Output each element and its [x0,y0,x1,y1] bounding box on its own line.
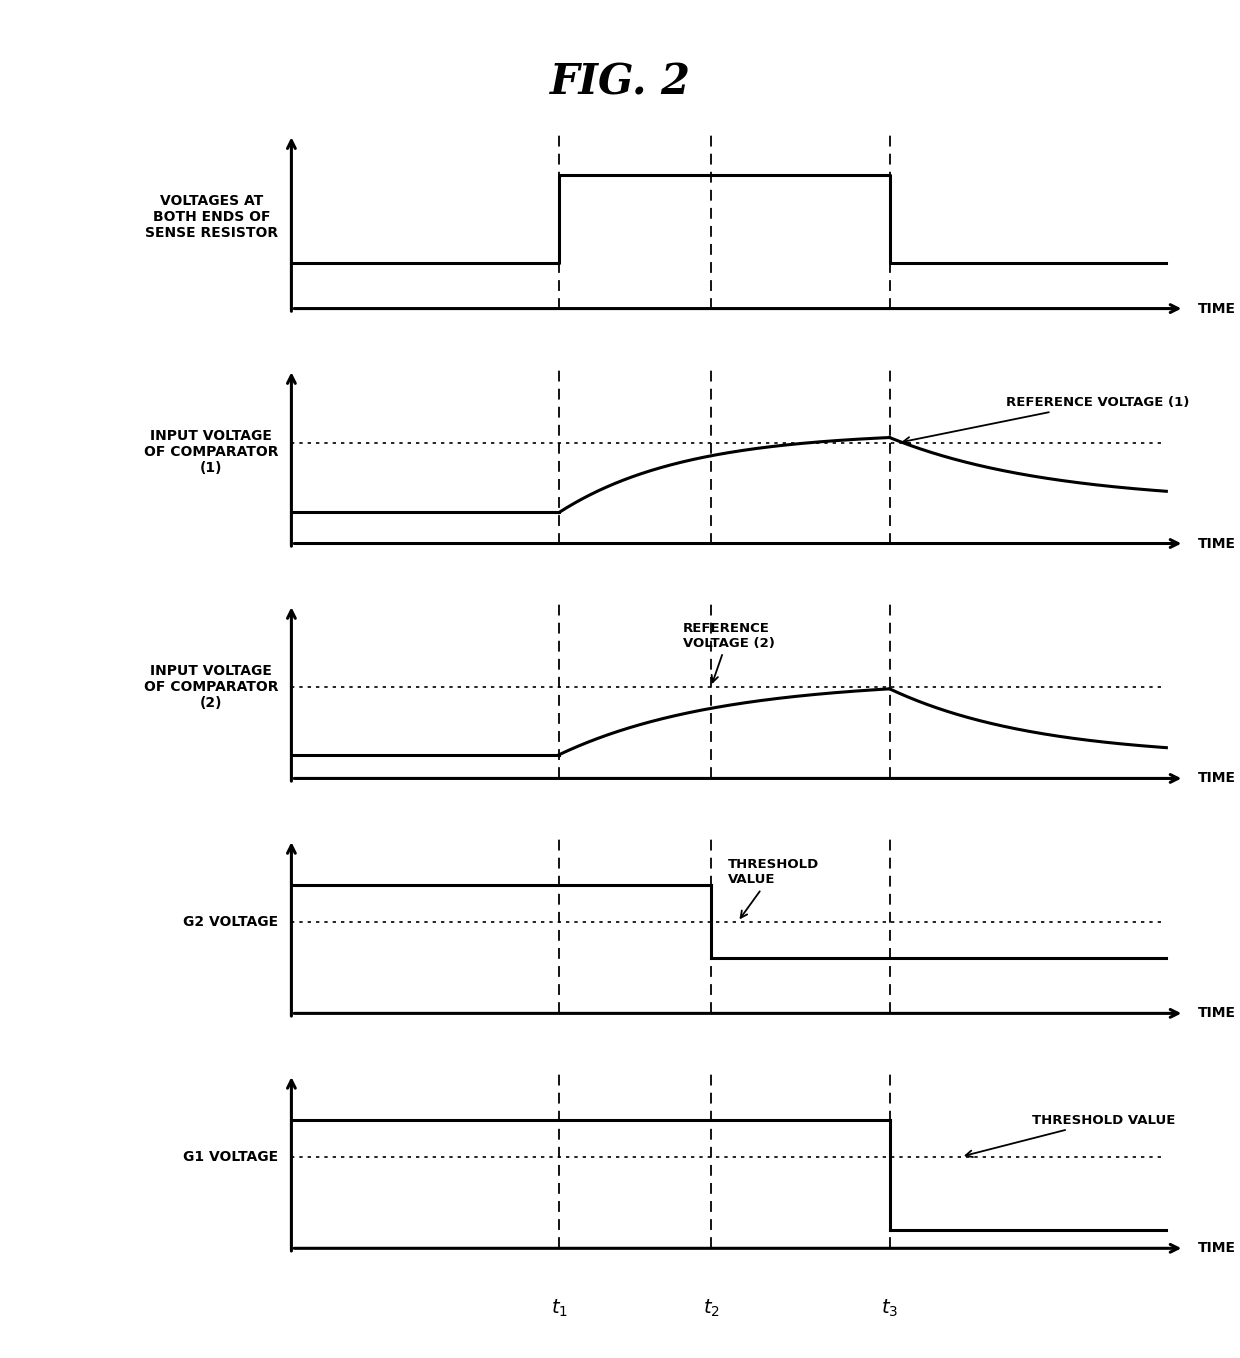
Text: REFERENCE
VOLTAGE (2): REFERENCE VOLTAGE (2) [683,622,775,682]
Text: THRESHOLD
VALUE: THRESHOLD VALUE [728,858,820,918]
Text: TIME: TIME [1198,771,1235,785]
Text: REFERENCE VOLTAGE (1): REFERENCE VOLTAGE (1) [903,397,1189,444]
Text: THRESHOLD VALUE: THRESHOLD VALUE [966,1114,1176,1157]
Text: FIG. 2: FIG. 2 [549,61,691,103]
Text: INPUT VOLTAGE
OF COMPARATOR
(2): INPUT VOLTAGE OF COMPARATOR (2) [144,664,278,710]
Text: TIME: TIME [1198,1241,1235,1255]
Text: TIME: TIME [1198,536,1235,550]
Text: INPUT VOLTAGE
OF COMPARATOR
(1): INPUT VOLTAGE OF COMPARATOR (1) [144,429,278,475]
Text: $t_1$: $t_1$ [551,1298,568,1319]
Text: $t_3$: $t_3$ [880,1298,898,1319]
Text: G1 VOLTAGE: G1 VOLTAGE [182,1150,278,1164]
Text: $t_2$: $t_2$ [703,1298,719,1319]
Text: G2 VOLTAGE: G2 VOLTAGE [182,915,278,929]
Text: VOLTAGES AT
BOTH ENDS OF
SENSE RESISTOR: VOLTAGES AT BOTH ENDS OF SENSE RESISTOR [145,194,278,240]
Text: TIME: TIME [1198,301,1235,315]
Text: TIME: TIME [1198,1006,1235,1020]
